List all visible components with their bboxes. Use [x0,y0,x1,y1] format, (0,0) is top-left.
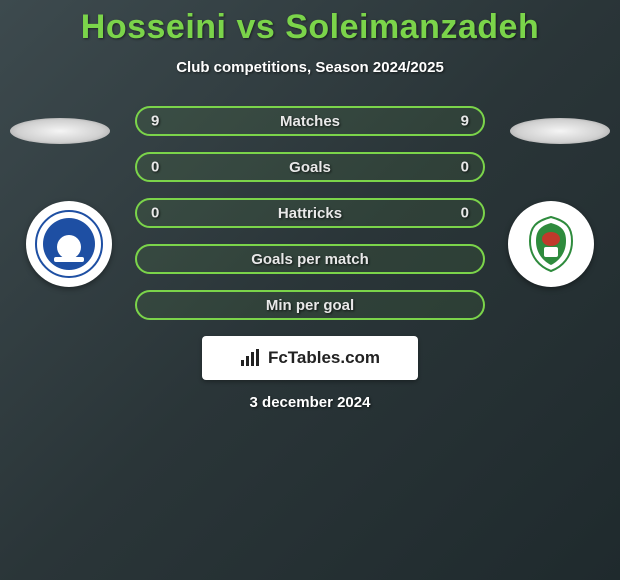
brand-text: FcTables.com [268,348,380,368]
brand-box: FcTables.com [202,336,418,380]
page-title: Hosseini vs Soleimanzadeh [0,8,620,47]
stat-label: Goals [289,159,331,176]
stat-left-value: 9 [151,113,159,130]
club-badge-right [508,201,594,287]
club-badge-left [26,201,112,287]
stat-right-value: 0 [461,205,469,222]
club-logo-left-icon [34,209,104,279]
date-line: 3 december 2024 [0,394,620,411]
stat-left-value: 0 [151,159,159,176]
stat-row-hattricks: 0 Hattricks 0 [135,198,485,228]
subtitle: Club competitions, Season 2024/2025 [0,59,620,76]
stat-row-min-per-goal: Min per goal [135,290,485,320]
stat-label: Matches [280,113,340,130]
bars-icon [240,349,262,367]
stat-right-value: 0 [461,159,469,176]
stat-right-value: 9 [461,113,469,130]
root: Hosseini vs Soleimanzadeh Club competiti… [0,0,620,411]
stat-row-matches: 9 Matches 9 [135,106,485,136]
stats-area: 9 Matches 9 0 Goals 0 0 Hattricks 0 Goal… [0,106,620,411]
stat-row-goals-per-match: Goals per match [135,244,485,274]
stat-label: Goals per match [251,251,369,268]
stat-rows: 9 Matches 9 0 Goals 0 0 Hattricks 0 Goal… [135,106,485,320]
club-logo-right-icon [516,209,586,279]
stat-label: Hattricks [278,205,342,222]
player-placeholder-right [510,118,610,144]
stat-row-goals: 0 Goals 0 [135,152,485,182]
player-placeholder-left [10,118,110,144]
stat-label: Min per goal [266,297,354,314]
stat-left-value: 0 [151,205,159,222]
